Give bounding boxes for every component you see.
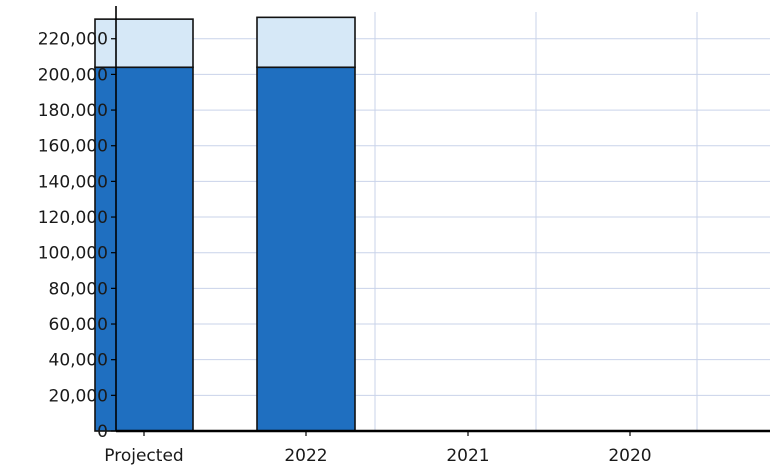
bar-segment-lower [256,66,356,432]
axes [111,6,770,436]
y-tick-label: 0 [97,422,108,442]
y-tick-label: 220,000 [38,30,108,50]
bar-segment-lower [94,66,194,432]
x-tick-label: 2020 [608,446,651,466]
bars [94,16,356,432]
x-tick-label: Projected [104,446,183,466]
x-tick-labels: Projected 2022 2021 2020 [104,446,651,466]
x-tick-label: 2021 [446,446,489,466]
y-tick-label: 80,000 [49,279,108,299]
bar-segment-upper [256,16,356,69]
y-tick-label: 160,000 [38,137,108,157]
x-tick-label: 2022 [284,446,327,466]
y-tick-label: 60,000 [49,315,108,335]
y-tick-label: 200,000 [38,65,108,85]
y-tick-label: 140,000 [38,172,108,192]
y-tick-label: 100,000 [38,244,108,264]
y-tick-label: 20,000 [49,386,108,406]
y-tick-label: 120,000 [38,208,108,228]
bar-segment-upper [94,18,194,69]
y-tick-label: 40,000 [49,351,108,371]
gridlines [116,12,770,431]
y-tick-labels: 0 20,000 40,000 60,000 80,000 100,000 120,000 1… [38,30,108,442]
y-tick-label: 180,000 [38,101,108,121]
